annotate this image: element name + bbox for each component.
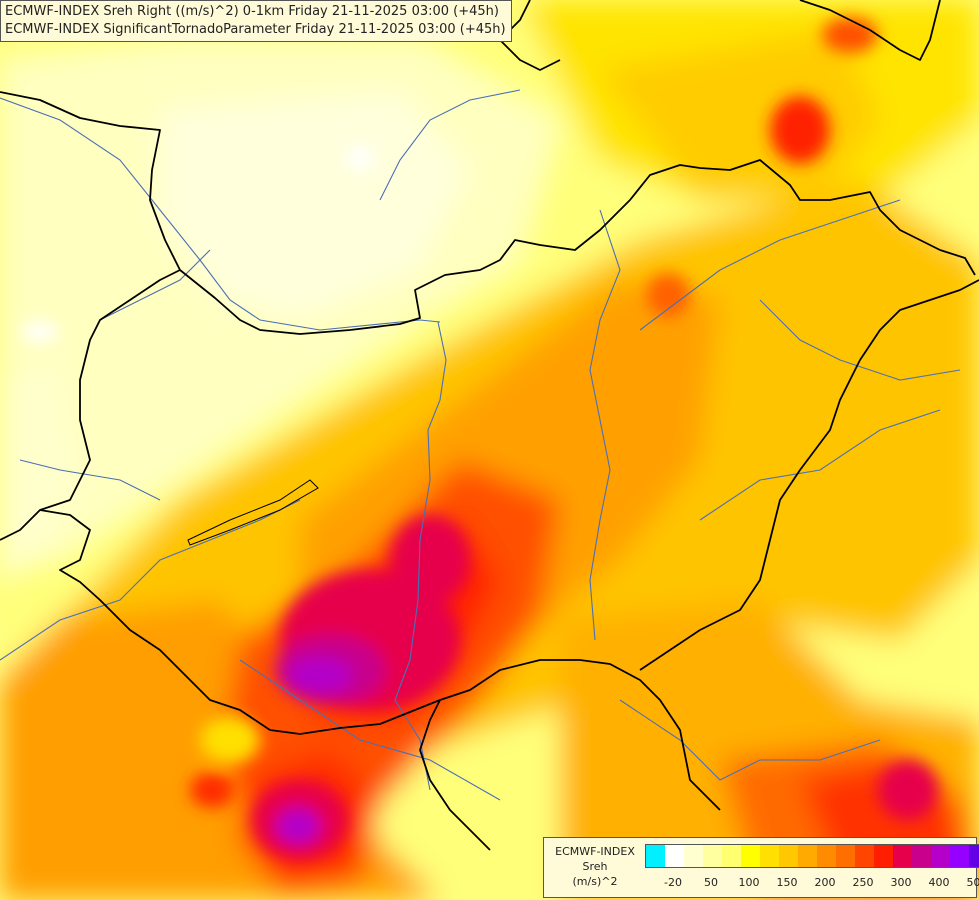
legend-swatch: [741, 845, 760, 867]
legend-tick-label: -20: [664, 876, 682, 889]
legend-swatch: [912, 845, 931, 867]
legend-swatch: [722, 845, 741, 867]
legend-swatch: [798, 845, 817, 867]
sreh-maxima: [22, 17, 938, 860]
legend-swatch: [874, 845, 893, 867]
rivers: [0, 89, 961, 801]
legend-swatch: [855, 845, 874, 867]
legend-tick-label: 300: [890, 876, 912, 889]
legend-swatch: [646, 845, 665, 867]
legend-swatch: [817, 845, 836, 867]
map-title-box: ECMWF-INDEX Sreh Right ((m/s)^2) 0-1km F…: [0, 0, 512, 42]
legend-swatch: [931, 845, 950, 867]
legend-variable: Sreh: [582, 860, 608, 873]
legend-tick-label: 100: [738, 876, 760, 889]
legend-swatch: [779, 845, 798, 867]
lake-outline: [187, 479, 319, 546]
color-legend: ECMWF-INDEX Sreh (m/s)^2 -20 50 100 150 200 2…: [543, 837, 979, 898]
country-borders: [0, 0, 979, 851]
legend-swatch: [950, 845, 969, 867]
legend-swatch: [703, 845, 722, 867]
legend-tick-label: 150: [776, 876, 798, 889]
legend-tick-label: 200: [814, 876, 836, 889]
legend-swatch: [893, 845, 912, 867]
legend-caption: ECMWF-INDEX Sreh (m/s)^2: [548, 844, 642, 889]
legend-swatch: [684, 845, 703, 867]
legend-swatch: [969, 845, 979, 867]
legend-swatch: [836, 845, 855, 867]
legend-color-bar: [645, 844, 979, 868]
title-line-stp: ECMWF-INDEX SignificantTornadoParameter …: [5, 22, 506, 37]
legend-tick-label: 250: [852, 876, 874, 889]
legend-tick-label: 400: [928, 876, 950, 889]
legend-tick-label: 500: [966, 876, 979, 889]
legend-swatch: [665, 845, 684, 867]
legend-tick-label: 50: [704, 876, 718, 889]
title-line-sreh: ECMWF-INDEX Sreh Right ((m/s)^2) 0-1km F…: [5, 4, 499, 19]
legend-swatch: [760, 845, 779, 867]
legend-tick-labels: -2050100150200250300400500700: [645, 876, 979, 892]
legend-model: ECMWF-INDEX: [555, 845, 635, 858]
legend-unit: (m/s)^2: [572, 875, 618, 888]
